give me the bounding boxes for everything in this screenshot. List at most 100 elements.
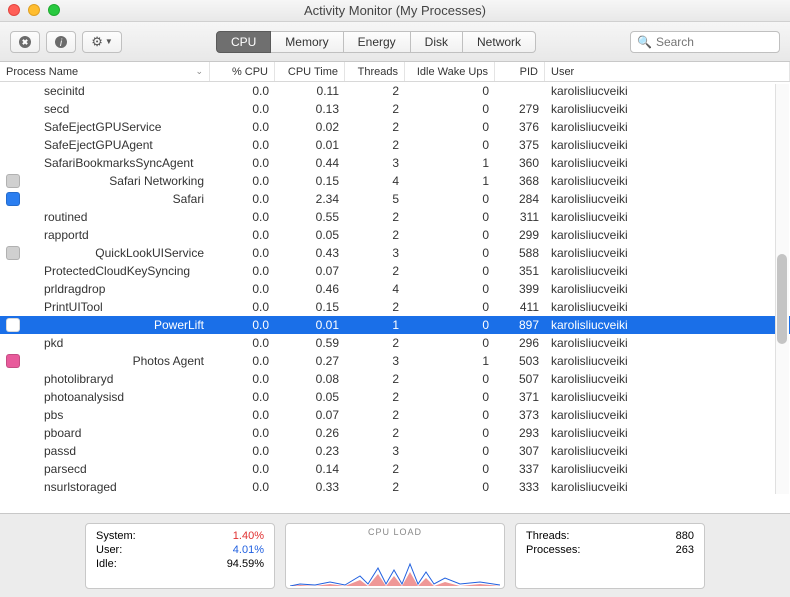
table-row[interactable]: Safari Networking0.00.1541368karolisliuc…: [0, 172, 790, 190]
cell-time: 0.46: [275, 282, 345, 296]
cell-cpu: 0.0: [210, 336, 275, 350]
maximize-icon[interactable]: [48, 4, 60, 16]
chevron-down-icon: ▼: [105, 37, 113, 46]
cell-user: karolisliucveiki: [545, 192, 790, 206]
search-input[interactable]: [656, 35, 773, 49]
table-row[interactable]: secd0.00.1320279karolisliucveiki: [0, 100, 790, 118]
cell-idle: 0: [405, 390, 495, 404]
cpu-sparkline: [290, 546, 500, 586]
cell-time: 0.26: [275, 426, 345, 440]
table-row[interactable]: SafeEjectGPUService0.00.0220376karolisli…: [0, 118, 790, 136]
info-button[interactable]: i: [46, 31, 76, 53]
cell-time: 0.44: [275, 156, 345, 170]
process-name: rapportd: [44, 228, 89, 242]
header-cpu[interactable]: % CPU: [210, 62, 275, 81]
cell-idle: 0: [405, 444, 495, 458]
tab-memory[interactable]: Memory: [271, 31, 343, 53]
table-row[interactable]: SafeEjectGPUAgent0.00.0120375karolisliuc…: [0, 136, 790, 154]
table-row[interactable]: rapportd0.00.0520299karolisliucveiki: [0, 226, 790, 244]
process-name: PowerLift: [154, 318, 204, 332]
table-row[interactable]: SafariBookmarksSyncAgent0.00.4431360karo…: [0, 154, 790, 172]
idle-label: Idle:: [96, 558, 117, 570]
header-process-name[interactable]: Process Name⌄: [0, 62, 210, 81]
cell-time: 0.27: [275, 354, 345, 368]
scrollbar-track[interactable]: [775, 84, 789, 494]
cell-time: 0.23: [275, 444, 345, 458]
cell-user: karolisliucveiki: [545, 102, 790, 116]
cell-threads: 2: [345, 210, 405, 224]
process-name: SafariBookmarksSyncAgent: [44, 156, 193, 170]
cell-user: karolisliucveiki: [545, 246, 790, 260]
process-name: pbs: [44, 408, 63, 422]
cell-time: 0.02: [275, 120, 345, 134]
cell-cpu: 0.0: [210, 300, 275, 314]
header-cpu-time[interactable]: CPU Time: [275, 62, 345, 81]
system-value: 1.40%: [233, 530, 264, 542]
cell-pid: 284: [495, 192, 545, 206]
close-icon[interactable]: [8, 4, 20, 16]
minimize-icon[interactable]: [28, 4, 40, 16]
table-row[interactable]: PrintUITool0.00.1520411karolisliucveiki: [0, 298, 790, 316]
cell-time: 0.14: [275, 462, 345, 476]
sort-chevron-icon: ⌄: [195, 66, 203, 77]
table-row[interactable]: secinitd0.00.1120karolisliucveiki: [0, 82, 790, 100]
app-icon: [6, 354, 20, 368]
table-row[interactable]: routined0.00.5520311karolisliucveiki: [0, 208, 790, 226]
cell-user: karolisliucveiki: [545, 462, 790, 476]
tab-cpu[interactable]: CPU: [216, 31, 271, 53]
header-threads[interactable]: Threads: [345, 62, 405, 81]
header-idle-wakeups[interactable]: Idle Wake Ups: [405, 62, 495, 81]
tab-disk[interactable]: Disk: [411, 31, 463, 53]
table-row[interactable]: Photos Agent0.00.2731503karolisliucveiki: [0, 352, 790, 370]
table-row[interactable]: passd0.00.2330307karolisliucveiki: [0, 442, 790, 460]
titlebar: Activity Monitor (My Processes): [0, 0, 790, 22]
scrollbar-thumb[interactable]: [777, 254, 787, 344]
cell-threads: 4: [345, 174, 405, 188]
table-row[interactable]: photolibraryd0.00.0820507karolisliucveik…: [0, 370, 790, 388]
column-headers: Process Name⌄ % CPU CPU Time Threads Idl…: [0, 62, 790, 82]
stop-process-button[interactable]: [10, 31, 40, 53]
cell-cpu: 0.0: [210, 264, 275, 278]
search-icon: 🔍: [637, 35, 652, 49]
search-field[interactable]: 🔍: [630, 31, 780, 53]
cell-threads: 1: [345, 318, 405, 332]
tab-network[interactable]: Network: [463, 31, 536, 53]
cell-time: 0.05: [275, 228, 345, 242]
table-row[interactable]: nsurlstoraged0.00.3320333karolisliucveik…: [0, 478, 790, 496]
cell-time: 0.07: [275, 264, 345, 278]
settings-button[interactable]: ⚙▼: [82, 31, 122, 53]
cell-idle: 0: [405, 228, 495, 242]
cell-threads: 5: [345, 192, 405, 206]
tab-energy[interactable]: Energy: [344, 31, 411, 53]
cell-idle: 0: [405, 192, 495, 206]
app-icon: [6, 192, 20, 206]
table-row[interactable]: Safari0.02.3450284karolisliucveiki: [0, 190, 790, 208]
cpu-stats-panel: System:1.40% User:4.01% Idle:94.59%: [85, 523, 275, 589]
cell-time: 0.15: [275, 300, 345, 314]
process-name: SafeEjectGPUService: [44, 120, 161, 134]
table-row[interactable]: PowerLift0.00.0110897karolisliucveiki: [0, 316, 790, 334]
table-row[interactable]: ProtectedCloudKeySyncing0.00.0720351karo…: [0, 262, 790, 280]
cell-user: karolisliucveiki: [545, 390, 790, 404]
table-row[interactable]: photoanalysisd0.00.0520371karolisliucvei…: [0, 388, 790, 406]
cell-pid: 588: [495, 246, 545, 260]
cell-time: 0.05: [275, 390, 345, 404]
table-row[interactable]: pbs0.00.0720373karolisliucveiki: [0, 406, 790, 424]
table-row[interactable]: pkd0.00.5920296karolisliucveiki: [0, 334, 790, 352]
table-row[interactable]: pboard0.00.2620293karolisliucveiki: [0, 424, 790, 442]
table-row[interactable]: QuickLookUIService0.00.4330588karolisliu…: [0, 244, 790, 262]
cell-cpu: 0.0: [210, 462, 275, 476]
cell-cpu: 0.0: [210, 228, 275, 242]
cell-time: 0.11: [275, 84, 345, 98]
cell-user: karolisliucveiki: [545, 156, 790, 170]
table-row[interactable]: parsecd0.00.1420337karolisliucveiki: [0, 460, 790, 478]
toolbar: i ⚙▼ CPUMemoryEnergyDiskNetwork 🔍: [0, 22, 790, 62]
table-row[interactable]: prldragdrop0.00.4640399karolisliucveiki: [0, 280, 790, 298]
header-user[interactable]: User: [545, 62, 790, 81]
cell-pid: 351: [495, 264, 545, 278]
cell-idle: 0: [405, 318, 495, 332]
process-list[interactable]: secinitd0.00.1120karolisliucveikisecd0.0…: [0, 82, 790, 513]
header-pid[interactable]: PID: [495, 62, 545, 81]
cell-cpu: 0.0: [210, 156, 275, 170]
process-name: nsurlstoraged: [44, 480, 117, 494]
